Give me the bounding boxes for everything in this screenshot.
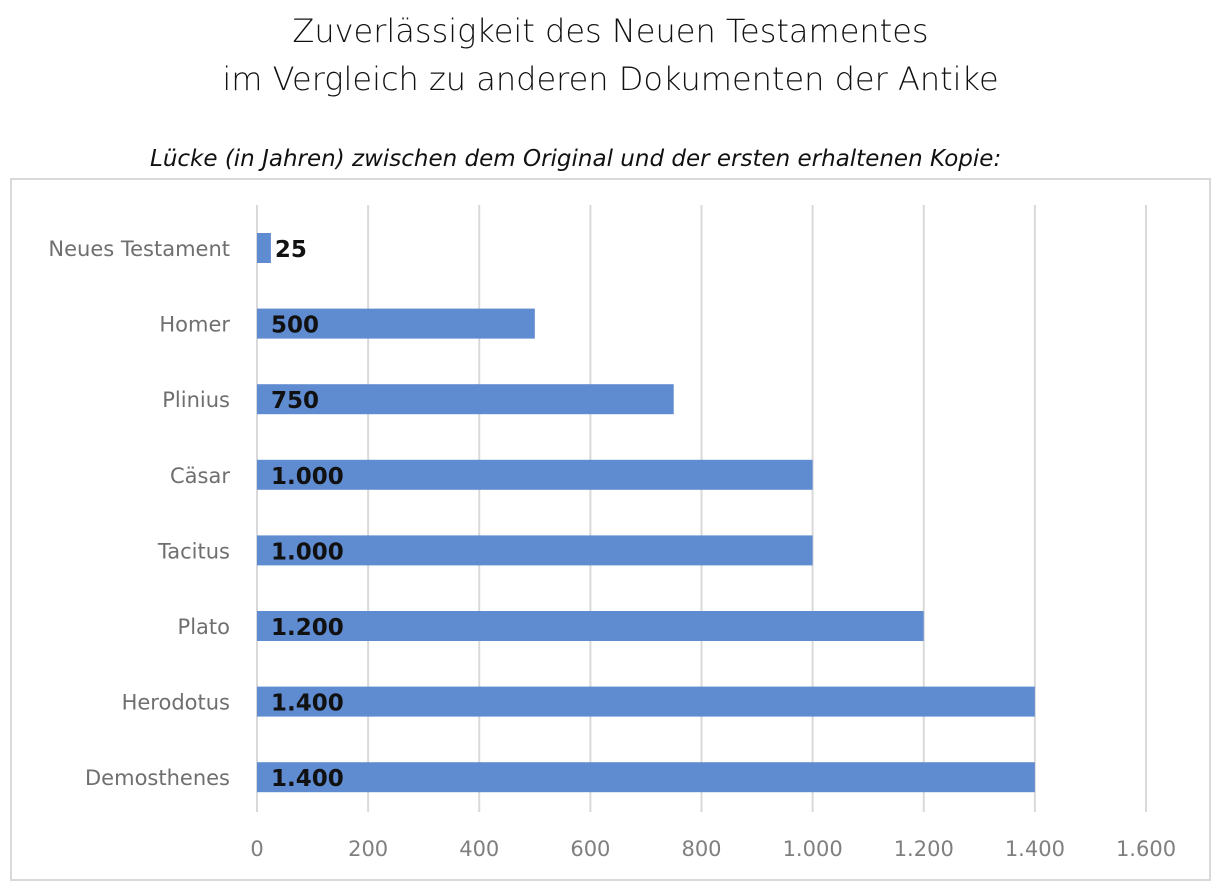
bar [257, 308, 535, 339]
x-tick-label: 400 [459, 837, 499, 861]
category-label: Demosthenes [85, 766, 230, 790]
bar [257, 233, 271, 263]
bar [257, 459, 813, 490]
chart-subtitle: Lücke (in Jahren) zwischen dem Original … [150, 146, 1002, 172]
data-label: 1.400 [271, 766, 344, 792]
bar [257, 384, 674, 415]
x-tick-label: 600 [570, 837, 610, 861]
bar [257, 762, 1035, 793]
bar [257, 535, 813, 566]
bar [257, 611, 924, 641]
category-label: Cäsar [170, 464, 230, 488]
x-tick-label: 0 [250, 837, 263, 861]
chart-title-line-2: im Vergleich zu anderen Dokumenten der A… [222, 60, 999, 98]
category-label: Tacitus [157, 539, 230, 563]
data-label: 1.000 [271, 464, 344, 490]
data-label: 1.000 [271, 539, 344, 565]
data-label: 500 [271, 313, 319, 339]
data-label: 1.400 [271, 691, 344, 717]
category-label: Homer [159, 313, 230, 337]
data-label: 25 [275, 237, 307, 263]
chart-title-line-1: Zuverlässigkeit des Neuen Testamentes [292, 12, 929, 50]
data-label: 750 [271, 388, 319, 414]
category-label: Plinius [162, 388, 230, 412]
x-tick-label: 1.200 [894, 837, 954, 861]
bar [257, 686, 1035, 717]
category-label: Herodotus [122, 691, 230, 715]
x-tick-label: 800 [681, 837, 721, 861]
category-label: Plato [178, 615, 230, 639]
x-tick-label: 200 [348, 837, 388, 861]
category-label: Neues Testament [48, 237, 230, 261]
x-tick-label: 1.400 [1005, 837, 1065, 861]
chart-frame [10, 178, 1211, 881]
x-tick-label: 1.600 [1116, 837, 1176, 861]
x-tick-label: 1.000 [783, 837, 843, 861]
data-label: 1.200 [271, 615, 344, 641]
